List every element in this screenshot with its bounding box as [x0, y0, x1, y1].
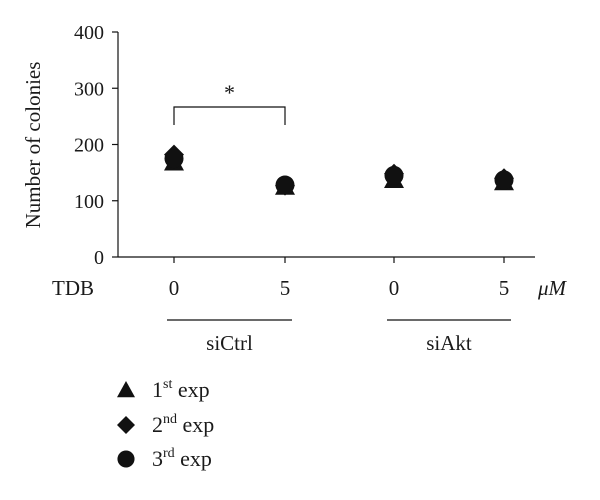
y-axis-label: Number of colonies — [21, 62, 45, 229]
data-points — [164, 144, 514, 196]
circle-data-point — [494, 170, 514, 190]
group-labels: siCtrl siAkt — [167, 319, 511, 355]
legend: 1st exp 2nd exp 3rd exp — [117, 377, 214, 471]
legend-label: 2nd exp — [152, 412, 214, 437]
y-tick-label: 0 — [94, 247, 104, 269]
circle-data-point — [384, 165, 404, 185]
x-unit-label: μM — [537, 276, 568, 300]
x-row-label: TDB — [52, 276, 94, 300]
x-tick-label: 5 — [280, 276, 291, 300]
circle-data-point — [164, 149, 184, 169]
y-tick-label: 200 — [74, 135, 104, 157]
circle-data-point — [275, 175, 295, 195]
legend-diamond-icon — [117, 416, 135, 434]
legend-label: 1st exp — [152, 377, 210, 402]
group-label: siAkt — [426, 331, 472, 355]
x-axis — [118, 256, 535, 263]
legend-circle-icon — [117, 450, 135, 468]
significance-star: * — [224, 80, 235, 105]
group-label: siCtrl — [206, 331, 253, 355]
y-tick-label: 300 — [74, 78, 104, 100]
significance-bracket: * — [173, 80, 286, 125]
y-tick-label: 100 — [74, 191, 104, 213]
y-axis: 0 100 200 300 400 — [74, 22, 119, 269]
x-tick-label: 5 — [499, 276, 510, 300]
legend-label: 3rd exp — [152, 446, 212, 471]
legend-triangle-icon — [117, 381, 135, 398]
x-tick-label: 0 — [169, 276, 180, 300]
y-tick-label: 400 — [74, 22, 104, 44]
x-tick-label: 0 — [389, 276, 400, 300]
significance-line — [173, 106, 286, 125]
x-tick-labels: 0 5 0 5 — [169, 276, 510, 300]
